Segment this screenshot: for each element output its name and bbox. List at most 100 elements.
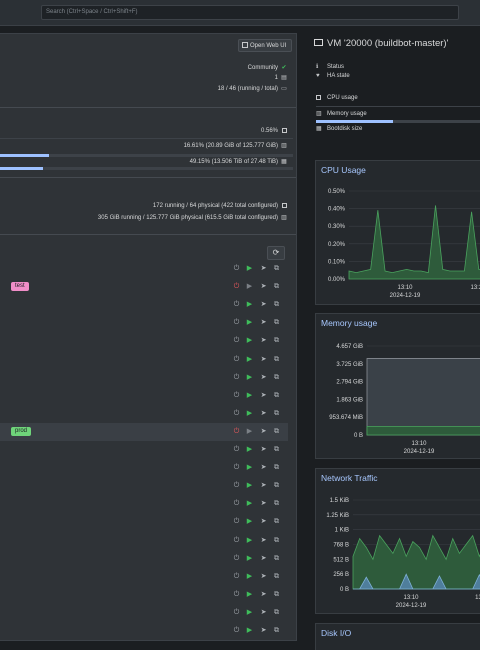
power-icon[interactable]: ⏻: [233, 500, 240, 508]
console-icon[interactable]: ⧉: [274, 283, 279, 291]
migrate-icon[interactable]: ➤: [260, 283, 267, 291]
console-icon[interactable]: ⧉: [274, 500, 279, 508]
migrate-icon[interactable]: ➤: [260, 427, 267, 435]
guest-row[interactable]: ⏻ ▶ ➤ ⧉: [0, 332, 288, 350]
start-icon[interactable]: ▶: [246, 265, 253, 272]
power-icon[interactable]: ⏻: [233, 301, 240, 309]
migrate-icon[interactable]: ➤: [260, 518, 267, 526]
console-icon[interactable]: ⧉: [274, 265, 279, 272]
migrate-icon[interactable]: ➤: [260, 337, 267, 345]
start-icon[interactable]: ▶: [246, 409, 253, 417]
console-icon[interactable]: ⧉: [274, 337, 279, 345]
console-icon[interactable]: ⧉: [274, 590, 279, 598]
migrate-icon[interactable]: ➤: [260, 627, 267, 634]
start-icon[interactable]: ▶: [246, 500, 253, 508]
power-icon[interactable]: ⏻: [233, 265, 240, 272]
power-icon[interactable]: ⏻: [233, 518, 240, 526]
power-icon[interactable]: ⏻: [233, 572, 240, 580]
guest-row[interactable]: ⏻ ▶ ➤ ⧉: [0, 477, 288, 495]
search-input[interactable]: Search (Ctrl+Space / Ctrl+Shift+F): [41, 5, 459, 20]
guest-row[interactable]: ⏻ ▶ ➤ ⧉: [0, 441, 288, 459]
power-icon[interactable]: ⏻: [233, 464, 240, 472]
console-icon[interactable]: ⧉: [274, 373, 279, 381]
guest-row[interactable]: ⏻ ▶ ➤ ⧉: [0, 296, 288, 314]
migrate-icon[interactable]: ➤: [260, 500, 267, 508]
start-icon[interactable]: ▶: [246, 319, 253, 327]
guest-row[interactable]: ⏻ ▶ ➤ ⧉: [0, 387, 288, 405]
start-icon[interactable]: ▶: [246, 482, 253, 490]
guest-row[interactable]: ⏻ ▶ ➤ ⧉: [0, 568, 288, 586]
power-icon[interactable]: ⏻: [233, 608, 240, 616]
power-icon[interactable]: ⏻: [233, 446, 240, 453]
console-icon[interactable]: ⧉: [274, 391, 279, 399]
console-icon[interactable]: ⧉: [274, 355, 279, 363]
console-icon[interactable]: ⧉: [274, 518, 279, 526]
power-icon[interactable]: ⏻: [233, 409, 240, 417]
migrate-icon[interactable]: ➤: [260, 572, 267, 580]
migrate-icon[interactable]: ➤: [260, 446, 267, 453]
guest-row[interactable]: ⏻ ▶ ➤ ⧉: [0, 351, 288, 369]
guest-row[interactable]: ⏻ ▶ ➤ ⧉: [0, 459, 288, 477]
migrate-icon[interactable]: ➤: [260, 536, 267, 544]
console-icon[interactable]: ⧉: [274, 627, 279, 634]
power-icon[interactable]: ⏻: [233, 319, 240, 327]
migrate-icon[interactable]: ➤: [260, 391, 267, 399]
console-icon[interactable]: ⧉: [274, 554, 279, 562]
console-icon[interactable]: ⧉: [274, 319, 279, 327]
guest-row[interactable]: ⏻ ▶ ➤ ⧉: [0, 550, 288, 568]
power-icon[interactable]: ⏻: [233, 355, 240, 363]
console-icon[interactable]: ⧉: [274, 482, 279, 490]
start-icon[interactable]: ▶: [246, 590, 253, 598]
migrate-icon[interactable]: ➤: [260, 373, 267, 381]
refresh-button[interactable]: ⟳: [267, 246, 285, 260]
migrate-icon[interactable]: ➤: [260, 409, 267, 417]
start-icon[interactable]: ▶: [246, 301, 253, 309]
guest-row[interactable]: ⏻ ▶ ➤ ⧉: [0, 314, 288, 332]
open-web-ui-button[interactable]: Open Web UI: [238, 39, 292, 52]
power-icon[interactable]: ⏻: [233, 283, 240, 291]
migrate-icon[interactable]: ➤: [260, 355, 267, 363]
power-icon[interactable]: ⏻: [233, 373, 240, 381]
guest-row[interactable]: ⏻ ▶ ➤ ⧉: [0, 586, 288, 604]
guest-row[interactable]: prod ⏻ ▶ ➤ ⧉: [0, 422, 288, 441]
migrate-icon[interactable]: ➤: [260, 301, 267, 309]
start-icon[interactable]: ▶: [246, 572, 253, 580]
power-icon[interactable]: ⏻: [233, 391, 240, 399]
power-icon[interactable]: ⏻: [233, 482, 240, 490]
console-icon[interactable]: ⧉: [274, 409, 279, 417]
power-icon[interactable]: ⏻: [233, 536, 240, 544]
guest-row[interactable]: ⏻ ▶ ➤ ⧉: [0, 260, 288, 278]
start-icon[interactable]: ▶: [246, 627, 253, 634]
power-icon[interactable]: ⏻: [233, 337, 240, 345]
start-icon[interactable]: ▶: [246, 373, 253, 381]
start-icon[interactable]: ▶: [246, 283, 253, 291]
migrate-icon[interactable]: ➤: [260, 554, 267, 562]
console-icon[interactable]: ⧉: [274, 427, 279, 435]
console-icon[interactable]: ⧉: [274, 536, 279, 544]
guest-row[interactable]: test ⏻ ▶ ➤ ⧉: [0, 278, 288, 296]
start-icon[interactable]: ▶: [246, 608, 253, 616]
power-icon[interactable]: ⏻: [233, 554, 240, 562]
guest-row[interactable]: ⏻ ▶ ➤ ⧉: [0, 495, 288, 513]
power-icon[interactable]: ⏻: [233, 590, 240, 598]
guest-row[interactable]: ⏻ ▶ ➤ ⧉: [0, 622, 288, 640]
console-icon[interactable]: ⧉: [274, 301, 279, 309]
guest-row[interactable]: ⏻ ▶ ➤ ⧉: [0, 369, 288, 387]
console-icon[interactable]: ⧉: [274, 464, 279, 472]
start-icon[interactable]: ▶: [246, 337, 253, 345]
migrate-icon[interactable]: ➤: [260, 590, 267, 598]
guest-row[interactable]: ⏻ ▶ ➤ ⧉: [0, 604, 288, 622]
start-icon[interactable]: ▶: [246, 391, 253, 399]
guest-row[interactable]: ⏻ ▶ ➤ ⧉: [0, 513, 288, 531]
start-icon[interactable]: ▶: [246, 446, 253, 453]
migrate-icon[interactable]: ➤: [260, 608, 267, 616]
start-icon[interactable]: ▶: [246, 464, 253, 472]
guest-row[interactable]: ⏻ ▶ ➤ ⧉: [0, 532, 288, 550]
console-icon[interactable]: ⧉: [274, 572, 279, 580]
guest-row[interactable]: ⏻ ▶ ➤ ⧉: [0, 405, 288, 423]
start-icon[interactable]: ▶: [246, 536, 253, 544]
console-icon[interactable]: ⧉: [274, 446, 279, 453]
start-icon[interactable]: ▶: [246, 554, 253, 562]
console-icon[interactable]: ⧉: [274, 608, 279, 616]
power-icon[interactable]: ⏻: [233, 427, 240, 435]
